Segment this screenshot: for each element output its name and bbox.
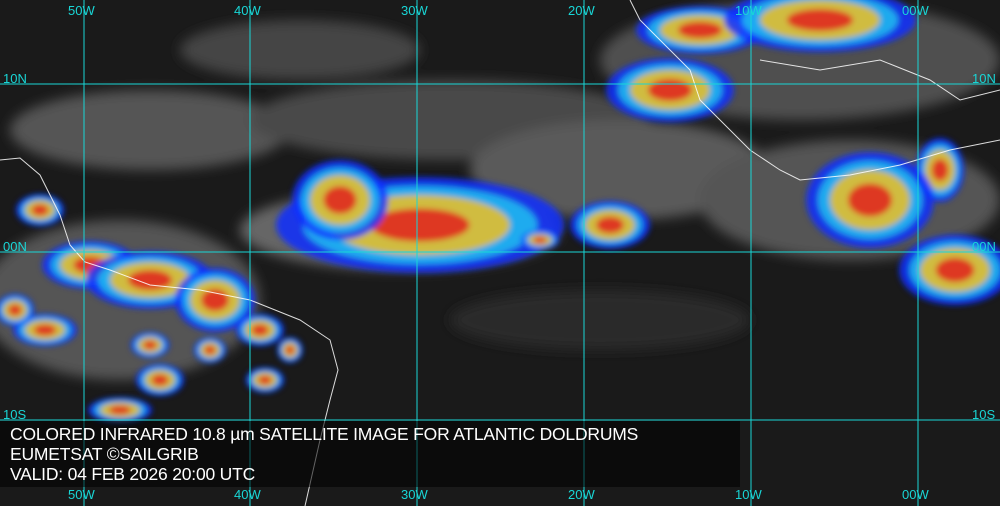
convective-cloud [151,374,169,386]
latitude-label-left: 10N [3,71,27,86]
convective-cloud [143,340,157,350]
convective-cloud [128,270,172,290]
longitude-label-top: 00W [902,3,929,18]
convective-cloud [31,204,49,216]
grey-cloud [470,120,770,220]
longitude-label-bottom: 40W [234,487,261,502]
longitude-label-top: 50W [68,3,95,18]
longitude-label-bottom: 20W [568,487,595,502]
longitude-label-bottom: 30W [401,487,428,502]
longitude-label-top: 10W [735,3,762,18]
longitude-label-bottom: 50W [68,487,95,502]
convective-cloud [935,257,975,283]
image-source: EUMETSAT ©SAILGRIB [10,444,199,464]
convective-cloud [34,324,56,336]
convective-cloud [931,159,949,181]
latitude-label-right: 10S [972,407,996,422]
latitude-label-right: 00N [972,239,996,254]
longitude-label-top: 20W [568,3,595,18]
convective-cloud [678,21,722,39]
convective-cloud [109,405,131,415]
convective-cloud [787,9,853,31]
latitude-label-right: 10N [972,71,996,86]
convective-cloud [323,186,357,214]
longitude-label-top: 40W [234,3,261,18]
convective-cloud [285,345,295,355]
convective-cloud [251,324,269,336]
longitude-label-bottom: 10W [735,487,762,502]
image-title: COLORED INFRARED 10.8 µm SATELLITE IMAGE… [10,424,639,444]
valid-time: VALID: 04 FEB 2026 20:00 UTC [10,464,256,484]
grey-cloud [10,90,290,170]
latitude-label-left: 10S [3,407,27,422]
convective-cloud [204,345,216,355]
longitude-label-bottom: 00W [902,487,929,502]
latitude-label-left: 00N [3,239,27,254]
convective-cloud [258,375,272,385]
convective-cloud [648,79,692,101]
longitude-label-top: 30W [401,3,428,18]
grey-cloud [180,20,420,80]
convective-cloud [8,304,22,316]
convective-cloud [370,208,470,242]
grey-cloud [450,290,750,350]
convective-cloud [201,289,229,311]
convective-cloud [848,183,892,217]
caption-box: COLORED INFRARED 10.8 µm SATELLITE IMAGE… [0,421,740,487]
convective-cloud [533,236,547,244]
convective-cloud-layer [0,0,1000,423]
convective-cloud [596,216,624,234]
